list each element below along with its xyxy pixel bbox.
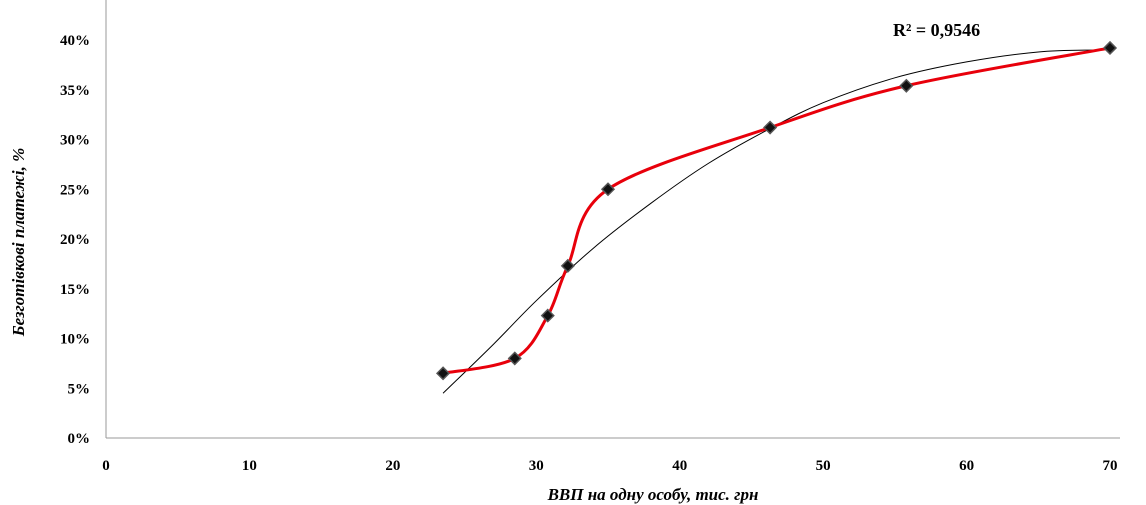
- data-point-marker: [507, 351, 522, 366]
- x-axis-title: ВВП на одну особу, тис. грн: [547, 485, 759, 504]
- r-squared-label: R² = 0,9546: [893, 20, 980, 40]
- y-axis-title: Безготівкові платежі, %: [9, 148, 28, 337]
- data-point-marker: [763, 120, 778, 135]
- x-tick-label: 70: [1103, 458, 1118, 474]
- y-tick-label: 15%: [60, 282, 90, 298]
- tick-labels: 0 10 20 30 40 50 60 70 0% 5% 10% 15% 20% 25% 30% 35% 40%: [60, 33, 1118, 474]
- x-tick-label: 20: [385, 458, 400, 474]
- y-tick-label: 35%: [60, 83, 90, 99]
- x-tick-label: 60: [959, 458, 974, 474]
- trendline: [442, 49, 1096, 394]
- trendline-curve: [442, 49, 1096, 394]
- markers: [435, 40, 1118, 381]
- series-line: [442, 46, 1111, 375]
- y-tick-label: 5%: [68, 381, 91, 397]
- axes: [105, 0, 1120, 439]
- data-point-marker: [435, 366, 451, 381]
- series: [442, 46, 1111, 375]
- x-tick-label: 30: [529, 458, 544, 474]
- y-tick-label: 30%: [60, 133, 90, 149]
- y-tick-label: 40%: [60, 33, 90, 49]
- x-tick-label: 40: [672, 458, 687, 474]
- data-point-marker: [600, 182, 616, 197]
- y-tick-label: 25%: [60, 182, 90, 198]
- x-tick-label: 50: [816, 458, 831, 474]
- data-point-marker: [899, 78, 914, 93]
- data-point-marker: [540, 308, 555, 323]
- data-point-marker: [1102, 40, 1118, 56]
- y-tick-label: 0%: [68, 431, 91, 447]
- data-point-marker: [560, 258, 575, 273]
- x-tick-label: 10: [242, 458, 257, 474]
- x-tick-label: 0: [102, 458, 110, 474]
- y-tick-label: 20%: [60, 232, 90, 248]
- y-tick-label: 10%: [60, 332, 90, 348]
